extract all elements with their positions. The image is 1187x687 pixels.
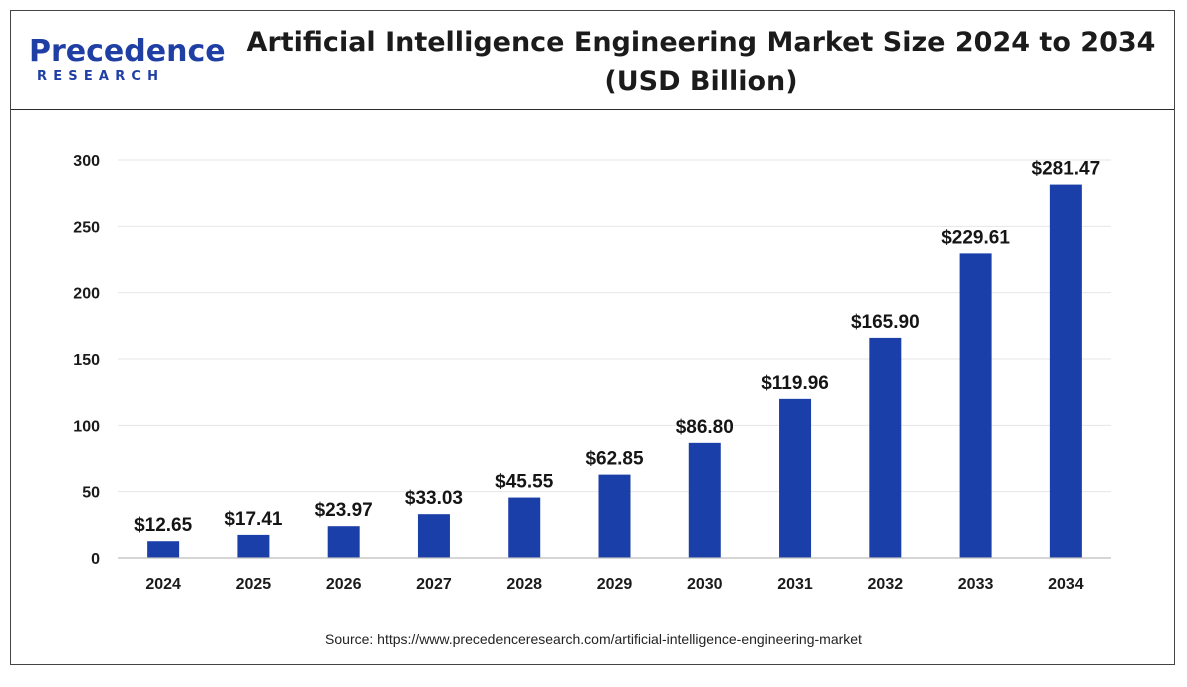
y-tick-label: 200 (73, 286, 100, 303)
y-tick-label: 0 (91, 551, 100, 568)
chart-title: Artificial Intelligence Engineering Mark… (246, 27, 1156, 58)
data-label: $281.47 (1032, 159, 1101, 180)
data-label: $86.80 (676, 417, 734, 438)
data-label: $33.03 (405, 488, 463, 509)
value-labels: $12.65 $17.41 $23.97 $33.03 $45.55 $62.85 $86.… (134, 159, 1100, 537)
data-label: $12.65 (134, 515, 193, 536)
data-label: $45.55 (495, 472, 554, 493)
bar (779, 398, 812, 558)
y-tick-label: 300 (73, 153, 100, 170)
data-label: $165.90 (851, 312, 920, 333)
bar (327, 526, 360, 558)
bars (147, 184, 1082, 558)
logo-subtext: RESEARCH (37, 69, 165, 84)
bar (508, 497, 541, 558)
source-note: Source: https://www.precedenceresearch.c… (325, 631, 862, 647)
precedence-research-logo: Precedence RESEARCH (29, 35, 226, 95)
x-axis-ticks: 2024 2025 2026 2027 2028 2029 2030 2031 2032 2033… (145, 576, 1083, 593)
x-tick-label: 2030 (687, 576, 723, 593)
data-label: $119.96 (761, 373, 829, 394)
chart-subtitle: (USD Billion) (604, 66, 798, 97)
logo-wordmark: Precedence (29, 34, 226, 69)
bar (1049, 184, 1082, 558)
bar (237, 534, 270, 558)
x-tick-label: 2026 (326, 576, 362, 593)
bar (598, 474, 631, 558)
x-tick-label: 2031 (777, 576, 813, 593)
bar (147, 541, 180, 558)
bar (417, 514, 450, 558)
x-tick-label: 2034 (1048, 576, 1084, 593)
x-tick-label: 2024 (145, 576, 181, 593)
x-tick-label: 2027 (416, 576, 452, 593)
data-label: $23.97 (315, 500, 373, 521)
x-tick-label: 2032 (868, 576, 904, 593)
y-tick-label: 50 (82, 485, 100, 502)
x-tick-label: 2025 (236, 576, 272, 593)
y-tick-label: 150 (73, 352, 100, 369)
y-tick-label: 250 (73, 219, 100, 236)
y-axis-ticks: 0 50 100 150 200 250 300 (73, 153, 100, 568)
x-tick-label: 2029 (597, 576, 633, 593)
y-tick-label: 100 (73, 418, 100, 435)
data-label: $17.41 (224, 509, 283, 530)
x-tick-label: 2033 (958, 576, 994, 593)
bar (959, 253, 992, 558)
data-label: $62.85 (585, 449, 644, 470)
data-label: $229.61 (941, 227, 1010, 248)
bar (869, 337, 902, 558)
x-tick-label: 2028 (506, 576, 542, 593)
bar (688, 442, 721, 558)
chart-header: Precedence RESEARCH Artificial Intellige… (11, 11, 1174, 110)
